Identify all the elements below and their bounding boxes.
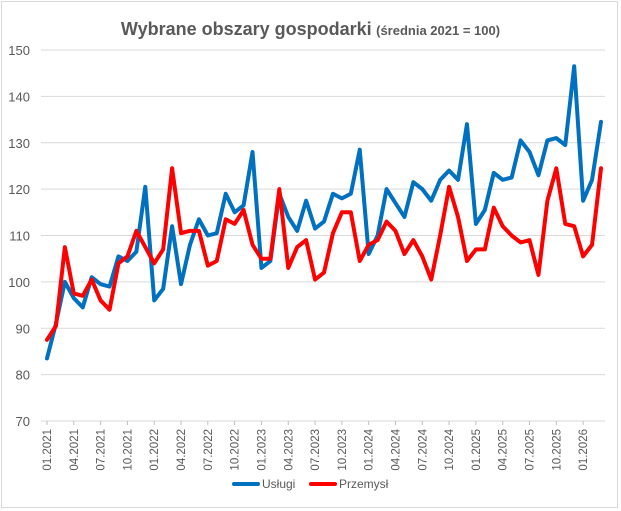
series-line-1 <box>45 166 603 342</box>
y-axis: 70 80 90 100 110 120 130 140 150 <box>8 43 30 429</box>
y-tick-label: 110 <box>9 229 30 244</box>
x-tick-label: 07.2024 <box>417 428 429 470</box>
y-tick-label: 90 <box>16 321 30 336</box>
x-tick-label: 10.2024 <box>444 428 456 470</box>
series-lines <box>45 64 603 361</box>
y-tick-label: 140 <box>8 89 30 104</box>
y-tick-label: 100 <box>8 275 30 290</box>
x-axis: 01.2021 04.2021 07.2021 10.2021 01.2022 04.20… <box>42 421 590 471</box>
y-tick-label: 150 <box>8 43 30 58</box>
x-tick-label: 10.2021 <box>122 429 134 471</box>
x-tick-label: 07.2025 <box>525 429 537 471</box>
legend-label: Usługi <box>262 477 295 491</box>
x-tick-label: 04.2023 <box>283 429 295 471</box>
x-tick-label: 07.2021 <box>96 429 108 471</box>
x-tick-label: 07.2022 <box>203 429 215 471</box>
y-tick-label: 80 <box>16 368 30 383</box>
x-tick-label: 07.2023 <box>310 429 322 471</box>
x-tick-label: 04.2025 <box>498 429 510 471</box>
x-tick-label: 01.2026 <box>578 429 590 471</box>
chart-subtitle: (średnia 2021 = 100) <box>376 23 501 38</box>
x-tick-label: 10.2025 <box>551 429 563 471</box>
x-tick-label: 01.2023 <box>256 429 268 471</box>
y-tick-label: 120 <box>8 182 30 197</box>
chart-title-main: Wybrane obszary gospodarki <box>120 19 372 39</box>
legend-label: Przemysł <box>339 477 389 491</box>
gridlines <box>41 49 605 422</box>
x-tick-label: 01.2024 <box>364 428 376 470</box>
x-tick-label: 04.2022 <box>176 429 188 471</box>
x-tick-label: 10.2022 <box>230 429 242 471</box>
series-line-0 <box>45 64 603 361</box>
y-tick-label: 70 <box>16 414 30 429</box>
legend: Usługi Przemysł <box>232 477 389 491</box>
y-tick-label: 130 <box>8 136 30 151</box>
x-tick-label: 01.2021 <box>42 429 54 471</box>
x-tick-label: 04.2021 <box>69 429 81 471</box>
chart-title: Wybrane obszary gospodarki (średnia 2021… <box>0 19 621 40</box>
x-tick-label: 10.2023 <box>337 429 349 471</box>
x-tick-label: 04.2024 <box>390 428 402 470</box>
x-tick-label: 01.2022 <box>149 429 161 471</box>
x-tick-label: 01.2025 <box>471 429 483 471</box>
